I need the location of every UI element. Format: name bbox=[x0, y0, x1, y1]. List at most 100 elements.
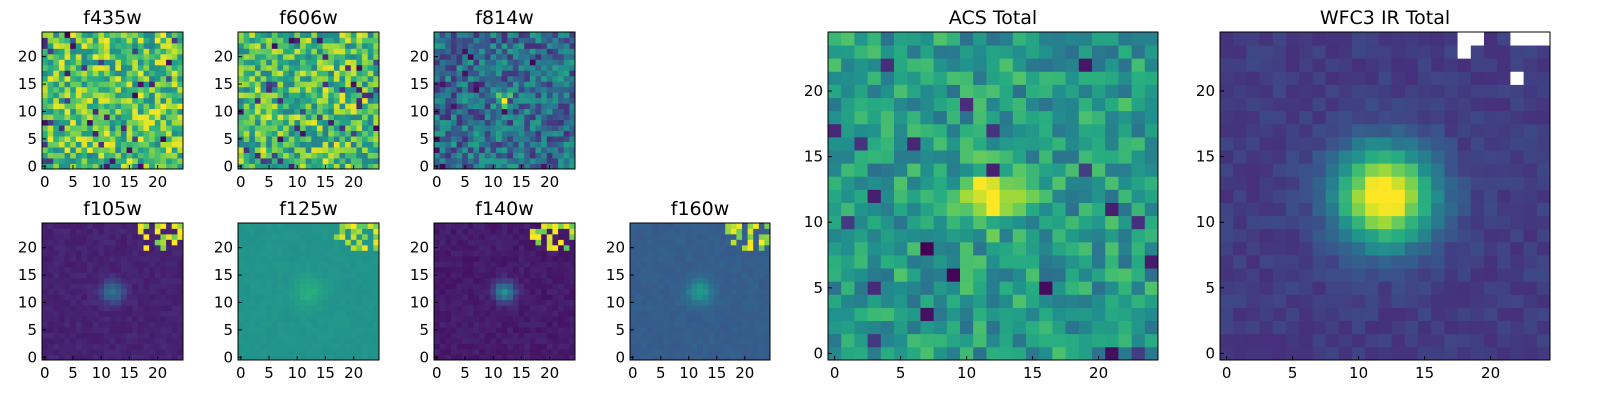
heatmap-cell bbox=[547, 338, 553, 344]
heatmap-cell bbox=[132, 239, 138, 245]
heatmap-cell bbox=[647, 294, 653, 300]
heatmap-cell bbox=[306, 65, 312, 71]
heatmap-cell bbox=[53, 131, 59, 137]
heatmap-cell bbox=[53, 87, 59, 93]
heatmap-cell bbox=[1052, 203, 1066, 217]
heatmap-cell bbox=[368, 300, 374, 306]
heatmap-cell bbox=[547, 153, 553, 159]
heatmap-cell bbox=[255, 316, 261, 322]
x-tick-label: 5 bbox=[460, 364, 470, 382]
heatmap-cell bbox=[300, 147, 306, 153]
heatmap-cell bbox=[547, 92, 553, 98]
heatmap-cell bbox=[328, 87, 334, 93]
heatmap-cell bbox=[334, 92, 340, 98]
heatmap-panel bbox=[630, 223, 770, 360]
heatmap-cell bbox=[1132, 216, 1146, 230]
heatmap-cell bbox=[76, 333, 82, 339]
heatmap-cell bbox=[868, 229, 882, 243]
heatmap-cell bbox=[244, 272, 250, 278]
heatmap-cell bbox=[373, 234, 379, 240]
heatmap-cell bbox=[647, 250, 653, 256]
heatmap-cell bbox=[1105, 308, 1119, 322]
heatmap-cell bbox=[496, 114, 502, 120]
heatmap-cell bbox=[907, 281, 921, 295]
heatmap-cell bbox=[345, 294, 351, 300]
heatmap-cell bbox=[1039, 137, 1053, 151]
heatmap-cell bbox=[70, 103, 76, 109]
heatmap-cell bbox=[630, 349, 636, 355]
heatmap-cell bbox=[373, 278, 379, 284]
heatmap-cell bbox=[53, 234, 59, 240]
heatmap-cell bbox=[513, 131, 519, 137]
heatmap-cell bbox=[351, 245, 357, 251]
heatmap-cell bbox=[986, 268, 1000, 282]
heatmap-cell bbox=[519, 81, 525, 87]
heatmap-cell bbox=[149, 316, 155, 322]
heatmap-cell bbox=[569, 43, 575, 49]
heatmap-cell bbox=[249, 239, 255, 245]
heatmap-cell bbox=[87, 87, 93, 93]
heatmap-cell bbox=[311, 327, 317, 333]
heatmap-cell bbox=[289, 98, 295, 104]
heatmap-cell bbox=[490, 239, 496, 245]
heatmap-cell bbox=[272, 223, 278, 229]
heatmap-cell bbox=[541, 147, 547, 153]
heatmap-cell bbox=[172, 70, 178, 76]
heatmap-cell bbox=[110, 136, 116, 142]
heatmap-cell bbox=[630, 250, 636, 256]
heatmap-cell bbox=[272, 32, 278, 38]
heatmap-cell bbox=[283, 333, 289, 339]
heatmap-cell bbox=[70, 125, 76, 131]
heatmap-cell bbox=[59, 245, 65, 251]
heatmap-cell bbox=[155, 316, 161, 322]
heatmap-cell bbox=[121, 87, 127, 93]
heatmap-cell bbox=[742, 289, 748, 295]
heatmap-cell bbox=[144, 147, 150, 153]
heatmap-cell bbox=[479, 103, 485, 109]
y-tick-label: 20 bbox=[214, 239, 233, 257]
heatmap-cell bbox=[569, 267, 575, 273]
heatmap-cell bbox=[110, 158, 116, 164]
heatmap-cell bbox=[334, 147, 340, 153]
heatmap-cell bbox=[445, 250, 451, 256]
heatmap-cell bbox=[868, 150, 882, 164]
heatmap-cell bbox=[1000, 150, 1014, 164]
heatmap-cell bbox=[356, 322, 362, 328]
heatmap-cell bbox=[828, 268, 842, 282]
heatmap-cell bbox=[569, 48, 575, 54]
heatmap-cell bbox=[641, 316, 647, 322]
heatmap-cell bbox=[311, 261, 317, 267]
heatmap-cell bbox=[530, 103, 536, 109]
heatmap-cell bbox=[881, 229, 895, 243]
heatmap-cell bbox=[340, 305, 346, 311]
heatmap-cell bbox=[356, 234, 362, 240]
heatmap-cell bbox=[1118, 176, 1132, 190]
heatmap-cell bbox=[289, 70, 295, 76]
heatmap-cell bbox=[947, 347, 961, 361]
heatmap-cell bbox=[519, 158, 525, 164]
heatmap-cell bbox=[368, 81, 374, 87]
heatmap-cell bbox=[138, 76, 144, 82]
heatmap-cell bbox=[70, 327, 76, 333]
heatmap-cell bbox=[65, 250, 71, 256]
heatmap-cell bbox=[1118, 242, 1132, 256]
heatmap-cell bbox=[317, 76, 323, 82]
heatmap-cell bbox=[986, 176, 1000, 190]
heatmap-cell bbox=[703, 228, 709, 234]
heatmap-cell bbox=[311, 305, 317, 311]
heatmap-cell bbox=[742, 344, 748, 350]
heatmap-cell bbox=[272, 300, 278, 306]
heatmap-cell bbox=[742, 333, 748, 339]
heatmap-cell bbox=[708, 349, 714, 355]
heatmap-cell bbox=[306, 147, 312, 153]
heatmap-cell bbox=[569, 103, 575, 109]
heatmap-cell bbox=[541, 261, 547, 267]
heatmap-cell bbox=[708, 223, 714, 229]
x-tick-label: 10 bbox=[679, 364, 698, 382]
heatmap-cell bbox=[697, 294, 703, 300]
heatmap-cell bbox=[115, 92, 121, 98]
heatmap-cell bbox=[70, 228, 76, 234]
heatmap-cell bbox=[457, 92, 463, 98]
heatmap-cell bbox=[753, 228, 759, 234]
heatmap-cell bbox=[457, 344, 463, 350]
